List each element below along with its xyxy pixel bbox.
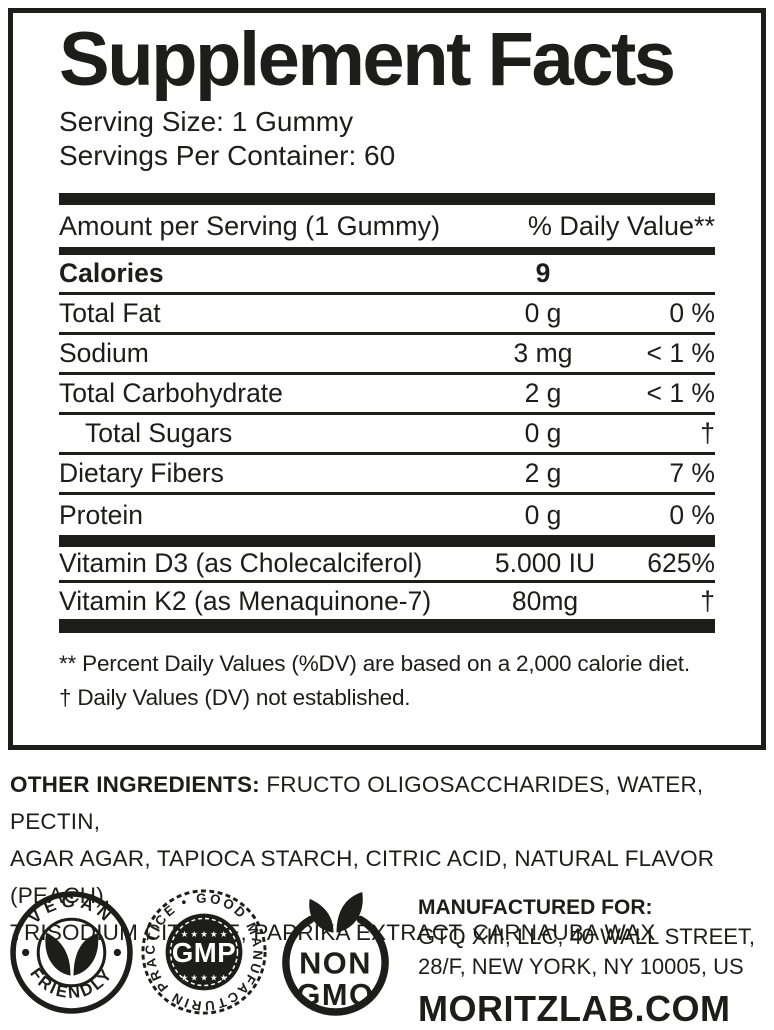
dot-left [22, 948, 30, 956]
friendly-arc-text: FRIENDLY [26, 964, 114, 1002]
vegan-arc-text: VEGAN [24, 890, 114, 927]
divider-bar-header [59, 247, 715, 255]
manufacturer-website: MORITZLAB.COM [418, 988, 731, 1029]
daily-value-header: % Daily Value** [527, 210, 715, 241]
manufacturer-address-2: 28/F, NEW YORK, NY 10005, US [418, 954, 744, 979]
vitamin-dv: † [700, 585, 715, 616]
vitamin-row-d3: Vitamin D3 (as Cholecalciferol) 5.000 IU… [59, 547, 715, 583]
nutrient-dv: < 1 % [646, 338, 715, 368]
other-ingredients: OTHER INGREDIENTS: FRUCTO OLIGOSACCHARID… [10, 766, 766, 951]
vitamin-row-k2: Vitamin K2 (as Menaquinone-7) 80mg † [59, 583, 715, 619]
footnote-daily-values: ** Percent Daily Values (%DV) are based … [59, 651, 690, 676]
badge-dashed-ring [141, 889, 267, 1015]
gmp-center-text: GMP [172, 937, 236, 968]
nutrient-dv: < 1 % [646, 378, 715, 408]
nutrient-name: Protein [59, 499, 143, 530]
divider-bar-vitamins [59, 535, 715, 547]
svg-text:VEGAN: VEGAN [24, 890, 119, 927]
facts-header-row: Amount per Serving (1 Gummy) % Daily Val… [59, 205, 715, 247]
leaf-icon [309, 891, 363, 933]
nutrient-name: Dietary Fibers [59, 458, 224, 488]
nutrient-amount: 3 mg [513, 338, 573, 368]
divider-bar-top [59, 193, 715, 205]
certification-badges: VEGAN FRIENDLY PRACTICE • GOOD MANUFACTU… [9, 886, 397, 1018]
nutrient-row-total-carbohydrate: Total Carbohydrate 2 g < 1 % [59, 375, 715, 415]
vitamin-amount: 5.000 IU [494, 548, 596, 578]
footnote-dagger: † Daily Values (DV) not established. [59, 685, 411, 710]
manufacturer-block: MANUFACTURED FOR: GTQ XIII, LLC, 40 WALL… [418, 894, 755, 1030]
panel-title: Supplement Facts [59, 17, 676, 102]
footnotes: ** Percent Daily Values (%DV) are based … [59, 647, 715, 715]
nutrient-dv: 7 % [669, 458, 715, 488]
nutrient-amount: 2 g [524, 458, 562, 488]
vitamin-dv: 625% [647, 548, 715, 578]
nutrient-amount: 9 [535, 258, 551, 288]
svg-text:FRIENDLY: FRIENDLY [26, 964, 117, 1002]
manufacturer-label: MANUFACTURED FOR: [418, 896, 653, 919]
non-gmo-badge: NON GMO [282, 891, 389, 1016]
non-gmo-line1: NON [299, 945, 372, 980]
other-ingredients-text: FRUCTO OLIGOSACCHARIDES, WATER, PECTIN, [10, 772, 704, 834]
nutrient-amount: 0 g [524, 298, 562, 328]
nutrient-row-calories: Calories 9 [59, 255, 715, 295]
vitamin-amount: 80mg [511, 585, 579, 616]
nutrient-name: Sodium [59, 338, 149, 368]
nutrient-row-total-sugars: Total Sugars 0 g † [59, 415, 715, 455]
badge-inner-ring [36, 917, 107, 987]
nutrient-name: Total Fat [59, 298, 161, 328]
other-ingredients-line: OTHER INGREDIENTS: FRUCTO OLIGOSACCHARID… [10, 766, 766, 840]
nutrient-name: Total Sugars [85, 418, 233, 448]
nutrient-row-protein: Protein 0 g 0 % [59, 495, 715, 535]
badge-inner-dashed-ring [169, 917, 239, 987]
amount-header: Amount per Serving (1 Gummy) [59, 210, 441, 241]
nutrient-name: Total Carbohydrate [59, 378, 283, 408]
nutrient-dv: 0 % [669, 298, 715, 328]
non-gmo-line2: GMO [297, 977, 375, 1012]
nutrient-row-total-fat: Total Fat 0 g 0 % [59, 295, 715, 335]
nutrient-row-sodium: Sodium 3 mg < 1 % [59, 335, 715, 375]
other-ingredients-label: OTHER INGREDIENTS: [10, 772, 260, 797]
vegan-friendly-badge: VEGAN FRIENDLY [10, 890, 133, 1014]
vitamin-name: Vitamin K2 (as Menaquinone-7) [59, 585, 432, 616]
supplement-facts-panel: Supplement Facts Serving Size: 1 Gummy S… [8, 8, 766, 750]
stars-bottom: ★ ★ ★ ★ ★ [181, 973, 228, 983]
nutrient-row-dietary-fibers: Dietary Fibers 2 g 7 % [59, 455, 715, 495]
divider-bar-bottom [59, 619, 715, 633]
badge-center-disc [165, 913, 243, 991]
manufacturer-address-1: GTQ XIII, LLC, 40 WALL STREET, [418, 924, 756, 949]
nutrient-amount: 2 g [524, 378, 562, 408]
dot-right [113, 948, 121, 956]
nutrient-dv: † [700, 418, 715, 448]
serving-info: Serving Size: 1 Gummy Servings Per Conta… [59, 105, 715, 173]
nutrient-amount: 0 g [524, 499, 562, 530]
leaf-icon [45, 931, 99, 976]
nutrient-amount: 0 g [524, 418, 562, 448]
vitamin-name: Vitamin D3 (as Cholecalciferol) [59, 548, 423, 578]
gmp-badge: PRACTICE • GOOD MANUFACTURING ★ ★ ★ ★ ★ … [139, 886, 267, 1015]
badge-open-ring [282, 915, 389, 1016]
stars-top: ★ ★ ★ ★ ★ [181, 929, 228, 939]
nutrient-table: Calories 9 Total Fat 0 g 0 % Sodium 3 mg… [59, 255, 715, 535]
nutrient-dv: 0 % [669, 499, 715, 530]
servings-per-container: Servings Per Container: 60 [59, 140, 396, 171]
serving-size: Serving Size: 1 Gummy [59, 106, 354, 137]
nutrient-name: Calories [59, 258, 164, 288]
badge-outer-ring [10, 890, 133, 1014]
